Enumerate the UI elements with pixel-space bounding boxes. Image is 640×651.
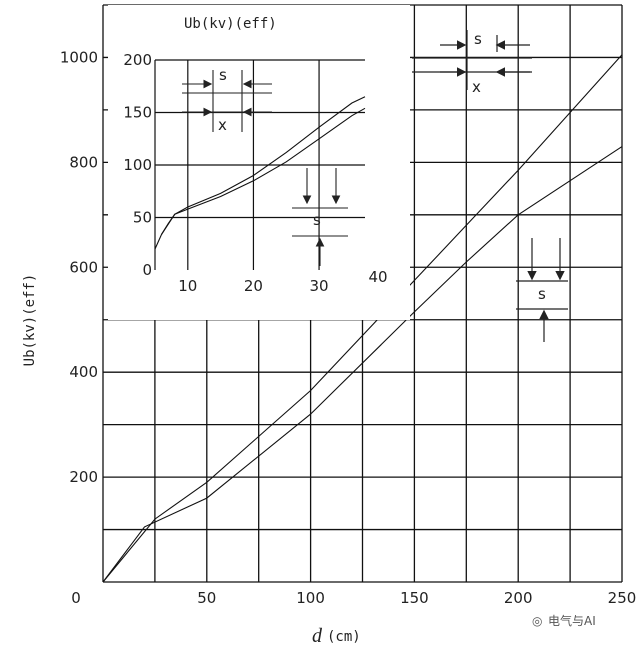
inset-y-tick-label: 200 bbox=[123, 51, 152, 69]
watermark-icon: ◎ bbox=[532, 614, 542, 628]
x-tick-label: 200 bbox=[504, 589, 533, 607]
inset-upper-s-label: s bbox=[219, 66, 227, 84]
inset-y-tick-label: 100 bbox=[123, 156, 152, 174]
inset-electrode-diagram-lower bbox=[292, 168, 348, 266]
x-axis-label: d bbox=[312, 625, 323, 647]
inset-y-tick-label: 50 bbox=[133, 209, 152, 227]
inset-y-tick-label: 0 bbox=[142, 261, 152, 279]
x-tick-label: 50 bbox=[197, 589, 216, 607]
inset-y-tick-label: 150 bbox=[123, 104, 152, 122]
inset-x-tick-label: 40 bbox=[368, 268, 387, 286]
x-tick-label: 150 bbox=[400, 589, 429, 607]
upper-s-label: s bbox=[474, 30, 482, 48]
electrode-diagram-upper bbox=[412, 30, 532, 90]
y-tick-label: 400 bbox=[69, 363, 98, 381]
inset-lower-s-label: s bbox=[313, 211, 321, 229]
series-line-1 bbox=[102, 54, 623, 583]
x-axis-unit: (cm) bbox=[327, 629, 361, 645]
y-tick-label: 600 bbox=[69, 258, 98, 276]
y-tick-label: 1000 bbox=[60, 48, 98, 66]
x-tick-label: 0 bbox=[71, 589, 81, 607]
lower-s-label: s bbox=[538, 285, 546, 303]
inset-x-tick-label: 30 bbox=[310, 277, 329, 295]
inset-upper-x-label: x bbox=[218, 116, 227, 134]
x-tick-label: 100 bbox=[296, 589, 325, 607]
x-tick-label: 250 bbox=[608, 589, 637, 607]
inset-series-line-2 bbox=[161, 107, 366, 235]
inset-background bbox=[108, 5, 410, 320]
inset-x-tick-label: 20 bbox=[244, 277, 263, 295]
y-tick-label: 800 bbox=[69, 153, 98, 171]
series-line-2 bbox=[102, 146, 623, 583]
inset-title: Ub(kv)(eff) bbox=[184, 16, 277, 32]
inset-x-tick-label: 10 bbox=[178, 277, 197, 295]
main-series bbox=[102, 54, 623, 583]
inset-electrode-diagram-upper bbox=[182, 70, 272, 132]
y-tick-label: 200 bbox=[69, 468, 98, 486]
y-axis-label: Ub(kv)(eff) bbox=[22, 274, 38, 367]
upper-x-label: x bbox=[472, 78, 481, 96]
inset-chart: Ub(kv)(eff) 0 50 100 150 200 10 20 30 40 s x s bbox=[108, 5, 410, 320]
electrode-diagram-lower bbox=[516, 238, 568, 342]
watermark: 电气与AI bbox=[548, 613, 596, 628]
